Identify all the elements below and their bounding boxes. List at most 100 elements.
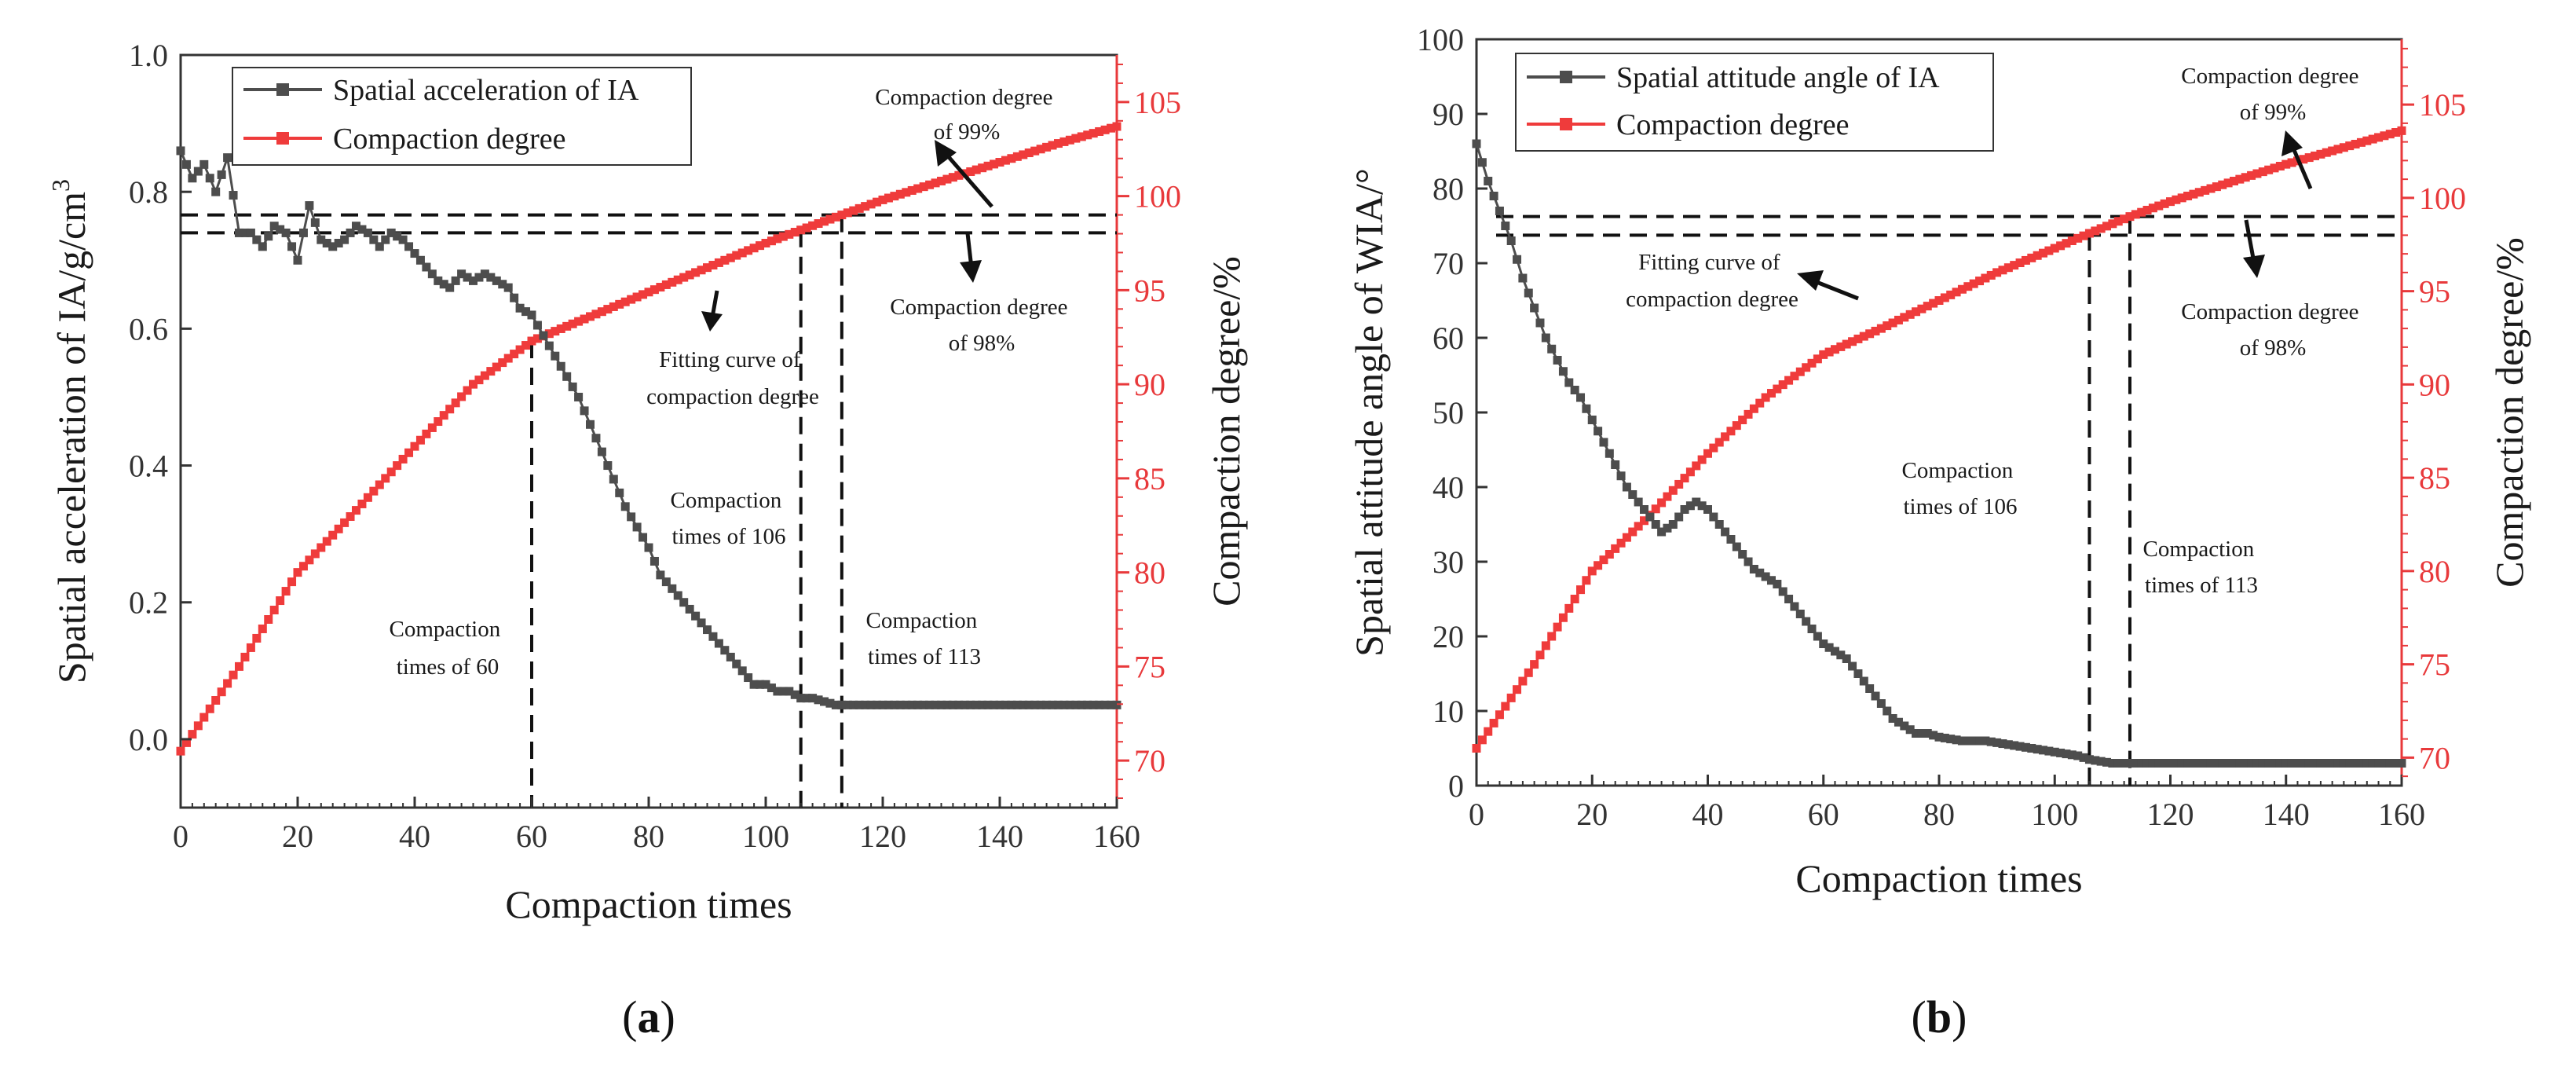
chart-a-point [328,530,338,540]
chart-a-point [445,283,455,292]
chart-a-point [276,225,285,234]
chart-b-annotation-113-line2: times of 113 [2145,573,2258,598]
chart-b-point [2021,255,2030,265]
chart-b-point [1582,404,1591,413]
chart-b-point [2067,750,2077,760]
chart-a-point [1001,156,1010,165]
chart-a-point [767,683,776,693]
chart-b-point [1807,358,1817,368]
chart-b-point [2154,201,2164,211]
chart-b-point [2067,236,2077,245]
chart-b-point [1813,354,1822,364]
chart-a-annotation-106-line2: times of 106 [672,524,786,549]
chart-b-point [2091,226,2100,236]
chart-a-point [1054,139,1063,148]
chart-b-point [2033,251,2042,260]
chart-a-point [463,386,472,395]
chart-a-point [252,633,262,643]
chart-a-point [732,659,741,669]
chart-b-point [1506,693,1516,702]
chart-b-point [2166,197,2175,207]
chart-a-point [884,193,893,203]
chart-a-point [398,235,408,244]
chart-a-point [340,518,349,527]
chart-b-point [1668,520,1678,529]
chart-a-annotation-60-line2: times of 60 [397,654,499,680]
chart-b-point [1674,479,1684,489]
chart-b-point [2299,155,2308,164]
chart-a-point [1030,146,1040,156]
chart-a-y-axis-label-left: Spatial acceleration of IA/g/cm3 [46,179,93,683]
chart-b-point [1726,535,1736,544]
chart-a-point [410,442,419,451]
chart-b-y-tick-label-left: 70 [1433,246,1464,281]
chart-a-point [532,334,542,343]
chart-b-point [1963,282,1973,291]
chart-b-point [1842,654,1851,663]
chart-a-point [223,153,232,163]
chart-b-point [1876,699,1886,708]
chart-a-point [1095,700,1104,709]
chart-b-x-tick-label: 20 [1576,797,1608,832]
chart-b-point [2021,742,2030,752]
chart-b-point [1749,565,1758,573]
chart-a-point [427,269,437,279]
chart-a-point [474,376,484,385]
chart-b-point [1865,329,1875,339]
chart-a-point [895,700,905,709]
chart-b-point [2275,759,2285,768]
chart-b-annotations: Compaction degree of 99% Fitting curve o… [1626,64,2358,598]
chart-a-point [714,258,723,267]
chart-b-point [1853,334,1863,343]
chart-b-point [1674,512,1684,522]
chart-b-point [2148,759,2157,768]
chart-b-point [2050,244,2059,253]
chart-b-point [2073,233,2083,243]
chart-b-legend: Spatial attitude angle of IA Compaction … [1515,53,1994,152]
chart-b-point [1628,490,1637,499]
chart-b-point [2108,759,2117,768]
chart-b-y-tick-label-right: 105 [2419,87,2466,123]
chart-a-point [486,273,496,282]
chart-b-point [1952,288,1961,297]
chart-b-point [1518,676,1528,686]
chart-b-annotation-98pct-line1: Compaction degree [2181,299,2358,324]
chart-b-y-tick-label-left: 20 [1433,619,1464,654]
chart-b-point [1587,566,1597,576]
chart-b-point [1790,372,1799,381]
chart-b-x-tick-label: 0 [1469,797,1484,832]
chart-b-point [1888,318,1897,328]
chart-a-point [720,255,730,265]
chart-b-point [1912,307,1921,317]
chart-b-point [1738,550,1747,559]
chart-a-y-tick-label-right: 85 [1134,461,1165,497]
chart-a-y-tick-label-right: 105 [1134,85,1181,120]
chart-b-point [2264,759,2274,768]
chart-b-point [1778,587,1787,596]
chart-a-y-axis-label-right: Compaction degree/% [1204,256,1248,606]
chart-b-point [1495,207,1504,215]
chart-a-point [193,721,203,731]
chart-b-point [1819,639,1828,648]
chart-b-point [2189,759,2198,768]
chart-b-point [1848,661,1857,671]
chart-a-point [778,687,788,696]
chart-a-point [691,268,701,277]
chart-a-point [503,354,513,363]
chart-a-point [937,700,946,709]
chart-a-point [305,201,314,211]
chart-b-point [1651,520,1660,529]
chart-b-point [2299,759,2308,768]
chart-b-point [1594,427,1603,436]
chart-b-point [1634,522,1643,531]
chart-b-point [2142,205,2152,214]
chart-a-point [1054,700,1063,709]
chart-b-point [2391,128,2401,137]
chart-b-point [2333,759,2343,768]
chart-a-point [1001,700,1010,709]
chart-a-point [328,242,338,251]
chart-a-point [580,314,589,324]
chart-b-point [2304,759,2314,768]
chart-b-point [2223,178,2233,188]
chart-a-point [240,652,250,661]
